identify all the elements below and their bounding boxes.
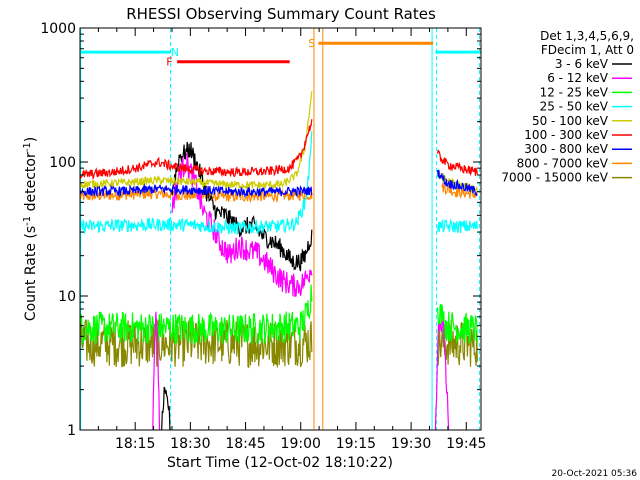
series-3-6-kev-segment-1 — [171, 141, 313, 272]
y-tick-label-2: 100 — [49, 155, 76, 171]
legend-label-0: 3 - 6 keV — [555, 57, 609, 71]
y-axis-label-sup-2: -1 — [22, 142, 33, 152]
x-tick-label-4: 19:15 — [336, 436, 376, 452]
y-tick-label-0: 1 — [67, 423, 76, 439]
y-axis-label-main: Count Rate (s — [23, 226, 39, 321]
legend-label-4: 50 - 100 keV — [532, 114, 609, 128]
y-tick-label-3: 1000 — [40, 21, 76, 37]
y-axis-label: Count Rate (s-1 detector-1) — [22, 137, 39, 321]
series-6-12-kev-segment-2 — [434, 319, 450, 430]
series-3-6-kev-segment-0 — [161, 386, 171, 430]
plot-area — [80, 28, 481, 430]
y-axis-label-close: ) — [23, 137, 39, 142]
legend-label-7: 800 - 7000 keV — [517, 156, 609, 170]
footer-timestamp: 20-Oct-2021 05:36 — [552, 469, 638, 479]
series-7000-15000-kev-segment-0 — [80, 317, 313, 369]
flag-label-n: N — [171, 46, 179, 59]
x-tick-label-2: 18:45 — [225, 436, 265, 452]
legend-header-1: Det 1,3,4,5,6,9, — [540, 29, 634, 43]
x-tick-label-1: 18:30 — [170, 436, 210, 452]
legend-label-1: 6 - 12 keV — [547, 71, 609, 85]
legend: Det 1,3,4,5,6,9, FDecim 1, Att 0 3 - 6 k… — [501, 29, 634, 185]
legend-label-6: 300 - 800 keV — [524, 142, 608, 156]
series-12-25-kev-segment-0 — [80, 284, 313, 346]
x-tick-label-3: 19:00 — [281, 436, 321, 452]
y-axis-label-sup-1: -1 — [22, 216, 33, 226]
x-tick-label-0: 18:15 — [115, 436, 155, 452]
plot-frame — [79, 27, 482, 431]
y-axis-tick-labels: 1 10 100 1000 — [40, 21, 76, 439]
x-axis-label: Start Time (12-Oct-02 18:10:22) — [167, 455, 393, 471]
series-6-12-kev-segment-0 — [152, 311, 161, 430]
series-50-100-kev-segment-0 — [80, 91, 313, 191]
legend-header-2: FDecim 1, Att 0 — [541, 43, 634, 57]
series-25-50-kev-segment-0 — [80, 131, 313, 235]
series-100-300-kev-segment-1 — [437, 149, 478, 177]
series-25-50-kev-segment-1 — [437, 218, 478, 234]
x-tick-label-6: 19:45 — [446, 436, 486, 452]
legend-label-8: 7000 - 15000 keV — [501, 171, 608, 185]
legend-label-5: 100 - 300 keV — [524, 128, 608, 142]
axis-ticks — [80, 27, 481, 431]
series-6-12-kev-segment-1 — [171, 153, 313, 297]
series-100-300-kev-segment-0 — [80, 119, 313, 181]
series-300-800-kev-segment-1 — [437, 169, 478, 197]
series-300-800-kev-segment-0 — [80, 183, 313, 199]
y-axis-label-tail: detector — [23, 152, 39, 216]
x-tick-label-5: 19:30 — [391, 436, 431, 452]
x-axis-tick-labels: 18:15 18:30 18:45 19:00 19:15 19:30 19:45 — [115, 436, 486, 452]
y-tick-label-1: 10 — [58, 289, 76, 305]
flag-label-f: F — [166, 56, 172, 69]
legend-label-3: 25 - 50 keV — [540, 100, 609, 114]
legend-label-2: 12 - 25 keV — [540, 85, 609, 99]
chart-title: RHESSI Observing Summary Count Rates — [126, 5, 436, 23]
flag-label-s: S — [308, 37, 315, 50]
